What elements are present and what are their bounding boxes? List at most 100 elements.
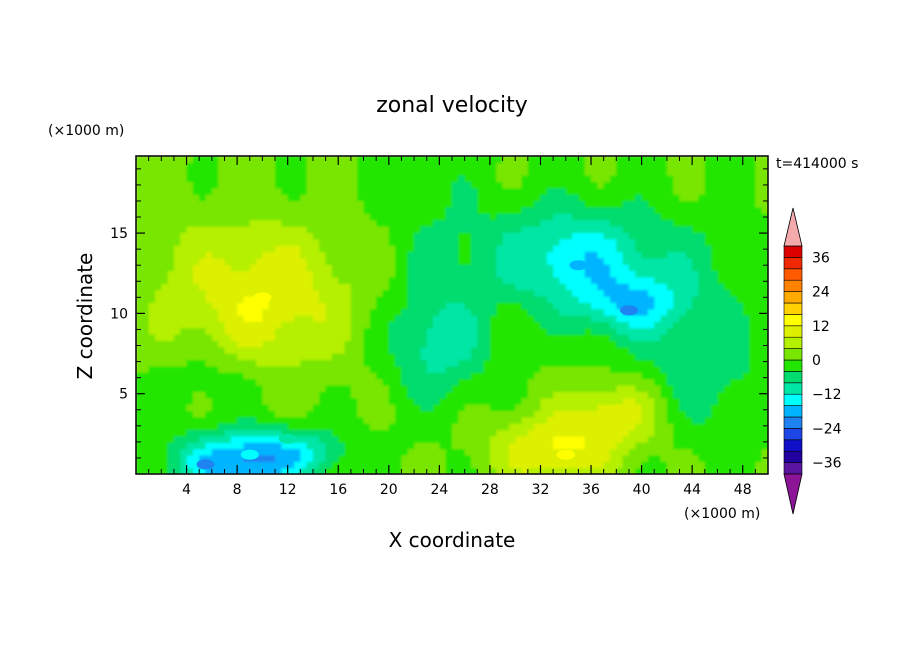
field-cell	[230, 213, 238, 221]
field-cell	[445, 276, 453, 284]
field-cell	[534, 156, 542, 163]
field-cell	[591, 213, 598, 221]
field-cell	[470, 467, 478, 474]
field-cell	[331, 175, 339, 183]
field-cell	[603, 251, 611, 259]
field-cell	[723, 321, 731, 329]
field-cell	[369, 467, 377, 474]
field-cell	[452, 308, 459, 316]
field-cell	[300, 219, 308, 227]
field-cell	[294, 264, 301, 272]
field-cell	[369, 245, 377, 252]
field-cell	[679, 276, 687, 284]
field-cell	[584, 461, 592, 469]
field-cell	[136, 295, 143, 303]
field-cell	[268, 461, 276, 469]
field-cell	[224, 321, 232, 329]
field-cell	[136, 359, 143, 367]
field-cell	[685, 372, 693, 380]
field-cell	[142, 321, 150, 329]
field-cell	[736, 168, 744, 176]
field-cell	[749, 245, 756, 252]
field-cell	[357, 442, 365, 450]
field-cell	[723, 429, 731, 437]
field-cell	[344, 289, 352, 297]
field-cell	[736, 384, 744, 392]
field-cell	[761, 194, 768, 202]
field-cell	[742, 334, 750, 342]
field-cell	[464, 334, 472, 342]
field-cell	[312, 162, 320, 170]
field-cell	[546, 353, 554, 361]
field-cell	[382, 219, 390, 227]
field-cell	[161, 251, 169, 259]
field-cell	[534, 435, 542, 443]
field-cell	[673, 206, 681, 214]
field-cell	[527, 442, 535, 450]
field-cell	[344, 225, 352, 233]
field-cell	[647, 225, 655, 233]
field-cell	[167, 232, 175, 240]
field-cell	[268, 302, 276, 310]
field-cell	[635, 315, 643, 322]
field-cell	[420, 423, 428, 431]
field-cell	[610, 334, 617, 342]
field-cell	[704, 168, 712, 176]
field-cell	[502, 238, 510, 246]
field-cell	[452, 213, 459, 221]
field-cell	[256, 270, 263, 278]
field-cell	[300, 245, 308, 252]
field-cell	[508, 175, 516, 183]
field-cell	[534, 372, 542, 380]
field-cell	[167, 264, 175, 272]
field-cell	[692, 213, 700, 221]
field-cell	[597, 372, 605, 380]
field-cell	[319, 334, 327, 342]
field-cell	[572, 200, 579, 208]
field-cell	[414, 346, 421, 354]
field-cell	[660, 162, 668, 170]
field-cell	[319, 283, 327, 291]
field-cell	[749, 200, 756, 208]
field-cell	[761, 162, 768, 170]
field-cell	[654, 467, 662, 474]
field-cell	[534, 423, 542, 431]
field-cell	[357, 404, 365, 411]
field-cell	[483, 353, 491, 361]
field-cell	[439, 187, 447, 195]
field-cell	[635, 175, 643, 183]
field-cell	[331, 429, 339, 437]
field-cell	[521, 365, 529, 373]
field-cell	[395, 404, 403, 411]
field-cell	[237, 372, 245, 380]
field-cell	[692, 276, 700, 284]
field-cell	[628, 416, 636, 424]
field-cell	[717, 187, 725, 195]
field-cell	[136, 257, 143, 265]
field-cell	[312, 264, 320, 272]
field-cell	[249, 334, 257, 342]
field-cell	[325, 308, 333, 316]
field-cell	[521, 302, 529, 310]
field-cell	[616, 448, 624, 456]
field-cell	[338, 302, 346, 310]
field-cell	[363, 308, 371, 316]
field-cell	[572, 461, 579, 469]
field-cell	[426, 416, 434, 424]
field-cell	[230, 423, 238, 431]
field-cell	[306, 168, 314, 176]
field-cell	[736, 308, 744, 316]
field-cell	[559, 442, 567, 450]
field-cell	[470, 251, 478, 259]
field-cell	[230, 321, 238, 329]
field-cell	[597, 442, 605, 450]
field-cell	[521, 410, 529, 418]
field-cell	[420, 225, 428, 233]
field-cell	[300, 327, 308, 335]
field-cell	[142, 219, 150, 227]
field-cell	[717, 327, 725, 335]
field-cell	[673, 270, 681, 278]
field-cell	[717, 276, 725, 284]
field-cell	[439, 225, 447, 233]
field-cell	[287, 448, 295, 456]
